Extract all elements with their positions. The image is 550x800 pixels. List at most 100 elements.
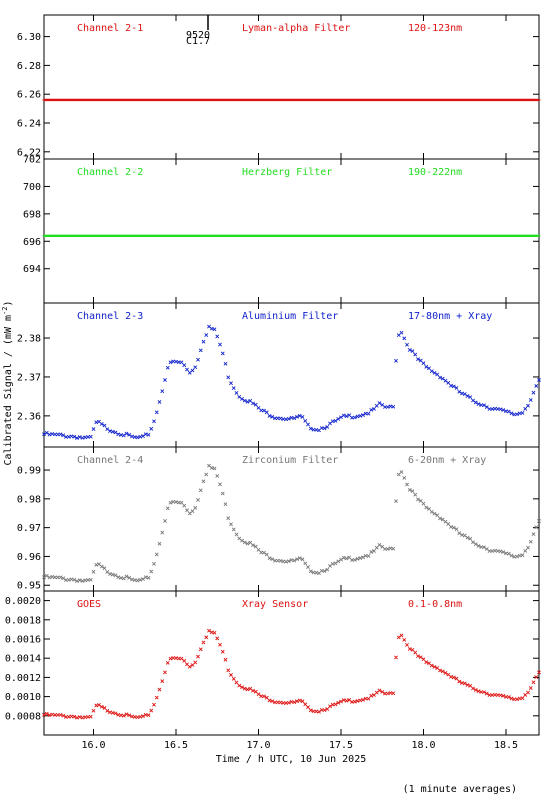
data-point [451, 675, 456, 680]
data-point [413, 650, 418, 655]
data-point [237, 394, 242, 399]
data-point [322, 426, 327, 431]
data-point [182, 503, 187, 508]
data-point [515, 554, 519, 559]
data-point [75, 715, 79, 720]
data-point [526, 690, 530, 695]
data-point [424, 505, 429, 510]
data-point [72, 577, 77, 582]
data-point [292, 558, 297, 563]
data-point [110, 429, 115, 434]
y-tick-label: 6.22 [17, 147, 41, 158]
data-point [262, 408, 266, 413]
data-point [88, 434, 93, 439]
panel-channel-label: Channel 2-4 [77, 455, 143, 466]
data-point [146, 575, 151, 580]
data-point [146, 432, 151, 437]
data-point [446, 380, 451, 385]
data-point [94, 562, 99, 567]
data-point [251, 688, 255, 693]
data-point [355, 698, 360, 703]
data-point [534, 384, 539, 388]
event-marker: 9520 C1.7 [186, 15, 210, 47]
data-point [223, 502, 228, 507]
data-point [531, 680, 536, 685]
panel-channel-label: Channel 2-3 [77, 311, 143, 322]
data-point [418, 498, 423, 503]
data-point [102, 566, 107, 571]
data-point [284, 417, 288, 422]
data-point [451, 384, 456, 389]
data-point [264, 410, 269, 415]
data-point [468, 683, 473, 688]
data-point [385, 547, 390, 551]
panel-band-label: 0.1-0.8nm [408, 599, 462, 610]
data-point [377, 401, 382, 406]
data-point [328, 421, 332, 426]
panel-band-label: 190-222nm [408, 167, 462, 178]
data-point [440, 669, 445, 674]
data-point [270, 414, 275, 419]
data-point [380, 689, 385, 694]
data-point [77, 715, 82, 719]
data-point [537, 670, 541, 675]
data-point [358, 413, 363, 418]
data-point [58, 712, 63, 717]
data-point [300, 557, 305, 562]
data-point [141, 714, 145, 719]
data-point [105, 708, 110, 713]
data-point [215, 334, 220, 339]
data-point [506, 551, 511, 556]
data-point [168, 656, 173, 661]
data-point [226, 668, 231, 673]
data-point [358, 698, 363, 703]
footnote: (1 minute averages) [403, 784, 517, 795]
data-point [473, 400, 478, 405]
data-point [454, 676, 459, 681]
data-point [377, 543, 382, 547]
data-point [91, 427, 96, 431]
data-point [190, 368, 195, 373]
data-point [322, 708, 327, 713]
data-point [468, 536, 473, 541]
data-point [231, 676, 236, 681]
data-point [449, 674, 453, 679]
data-point [347, 555, 352, 560]
data-point [341, 555, 346, 560]
data-point [506, 695, 511, 699]
data-point [352, 557, 357, 562]
data-point [421, 361, 426, 366]
panel-1: 6.22 6.24 6.26 6.28 6.30 Channel 2-1 Lyman-alp… [17, 14, 541, 160]
data-point [374, 403, 379, 408]
data-point [460, 391, 464, 396]
data-point [300, 699, 305, 704]
data-point [215, 473, 220, 478]
data-point [108, 572, 112, 576]
data-point [50, 574, 55, 579]
data-point [116, 712, 121, 717]
data-point [399, 470, 404, 474]
data-point [339, 557, 343, 562]
data-point [94, 703, 99, 708]
data-point [97, 703, 101, 707]
data-point [163, 377, 167, 382]
data-point [303, 561, 308, 566]
data-point [515, 412, 519, 417]
data-point [154, 552, 159, 557]
data-point [435, 372, 440, 377]
data-point [517, 553, 522, 558]
data-point [69, 434, 74, 439]
data-point [523, 406, 528, 411]
data-point [333, 702, 338, 707]
data-point [366, 554, 371, 558]
y-tick-label: 0.0020 [5, 596, 41, 607]
data-point [416, 497, 420, 502]
data-point [432, 370, 437, 375]
data-point [506, 409, 511, 414]
data-point [308, 569, 313, 574]
panel-3: 2.36 2.37 2.38 Channel 2-3 Aluminium Filter 1… [17, 302, 541, 448]
data-point [182, 658, 187, 663]
data-point [328, 704, 332, 709]
data-point [196, 498, 200, 502]
